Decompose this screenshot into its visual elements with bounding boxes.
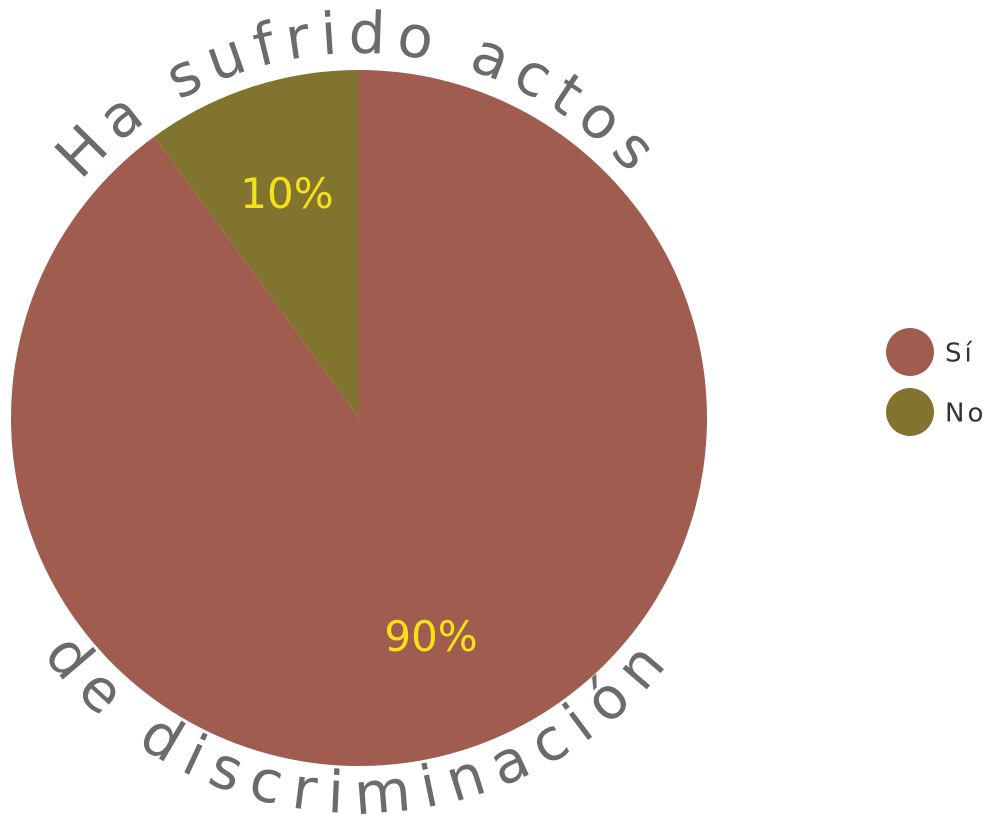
legend-label: Sí [945,339,975,369]
data-label: 10% [240,169,333,218]
pie-slice [154,70,359,418]
pie-slice [10,70,708,766]
legend-label: No [945,399,986,429]
legend: Sí No [886,328,986,436]
legend-swatch [886,328,934,376]
data-label: 90% [384,612,477,661]
pie [10,70,708,766]
legend-swatch [886,388,934,436]
